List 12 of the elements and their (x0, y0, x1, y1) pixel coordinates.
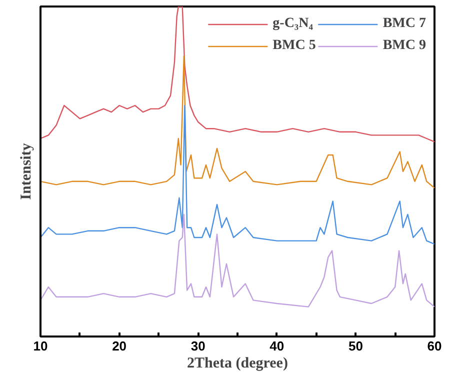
x-tick-label: 40 (270, 338, 284, 354)
legend-label: BMC 7 (382, 16, 426, 32)
x-tick-label: 30 (190, 338, 206, 354)
x-tick-label: 10 (33, 338, 48, 354)
x-tick-label: 50 (348, 338, 363, 354)
x-tick-label: 60 (427, 338, 442, 354)
legend-label: BMC 9 (382, 38, 426, 54)
legend-label: g-C₃N₄ (272, 16, 313, 32)
x-tick-label: 20 (112, 338, 127, 354)
legend-label: BMC 5 (272, 38, 316, 54)
x-axis-title: 2Theta (degree) (187, 356, 288, 372)
y-axis-title: Intensity (18, 142, 34, 200)
